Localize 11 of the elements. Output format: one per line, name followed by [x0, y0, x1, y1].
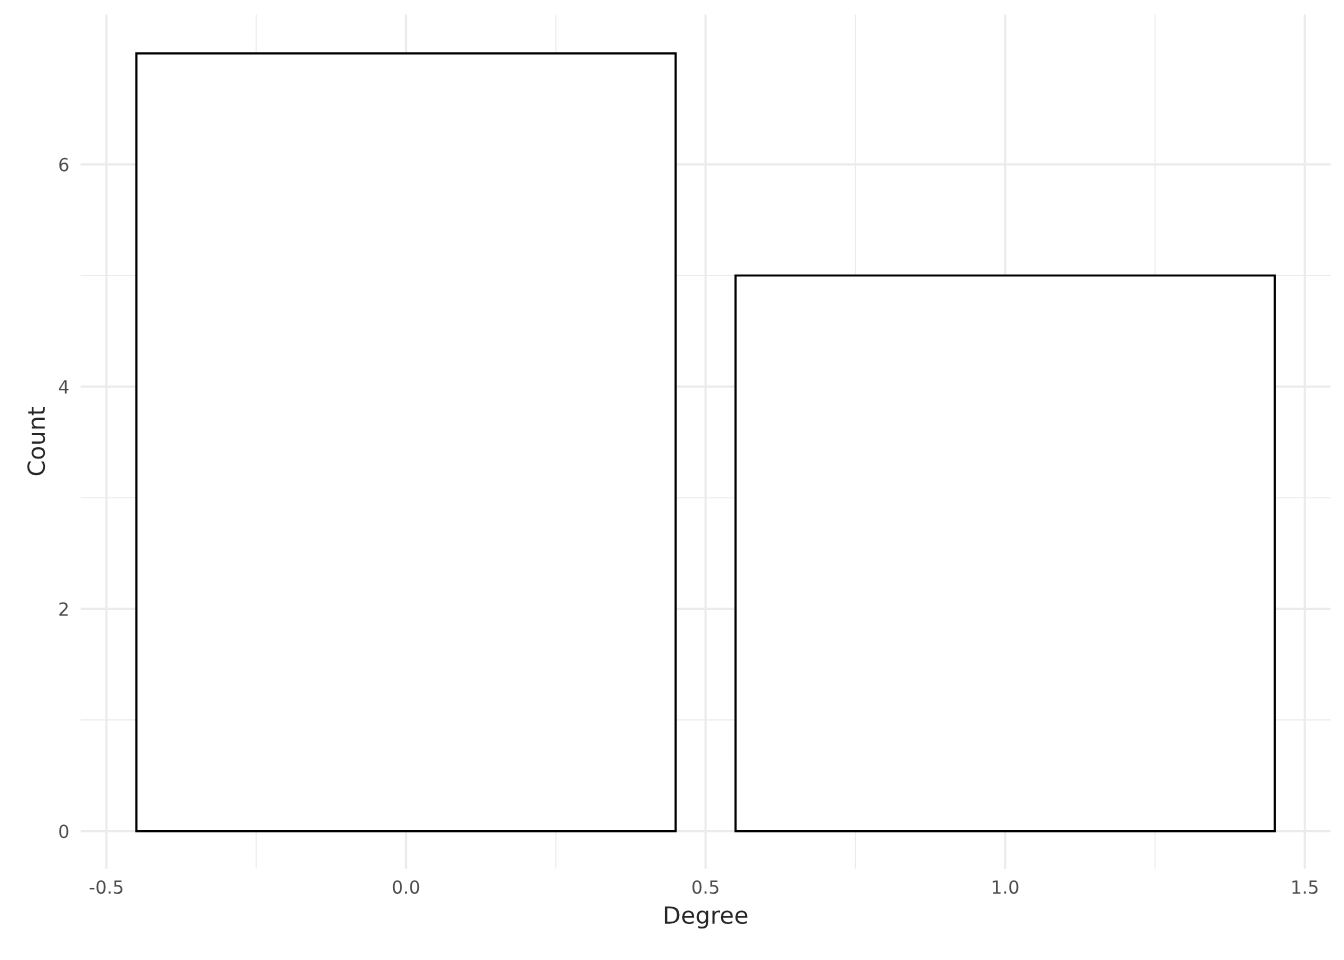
x-axis-title: Degree: [664, 906, 748, 929]
y-tick-label: 2: [59, 602, 68, 616]
x-tick-label: 0.0: [392, 880, 420, 894]
y-axis-title: Count: [27, 407, 46, 476]
y-tick-label: 6: [59, 157, 69, 172]
x-tick-label: 1.5: [1292, 880, 1318, 894]
x-tick-label: 1.0: [992, 880, 1019, 894]
x-tick-label: -0.5: [89, 880, 123, 894]
y-tick-label: 0: [59, 824, 69, 839]
x-tick-label: 0.5: [692, 880, 719, 894]
y-tick-label: 4: [58, 380, 69, 394]
